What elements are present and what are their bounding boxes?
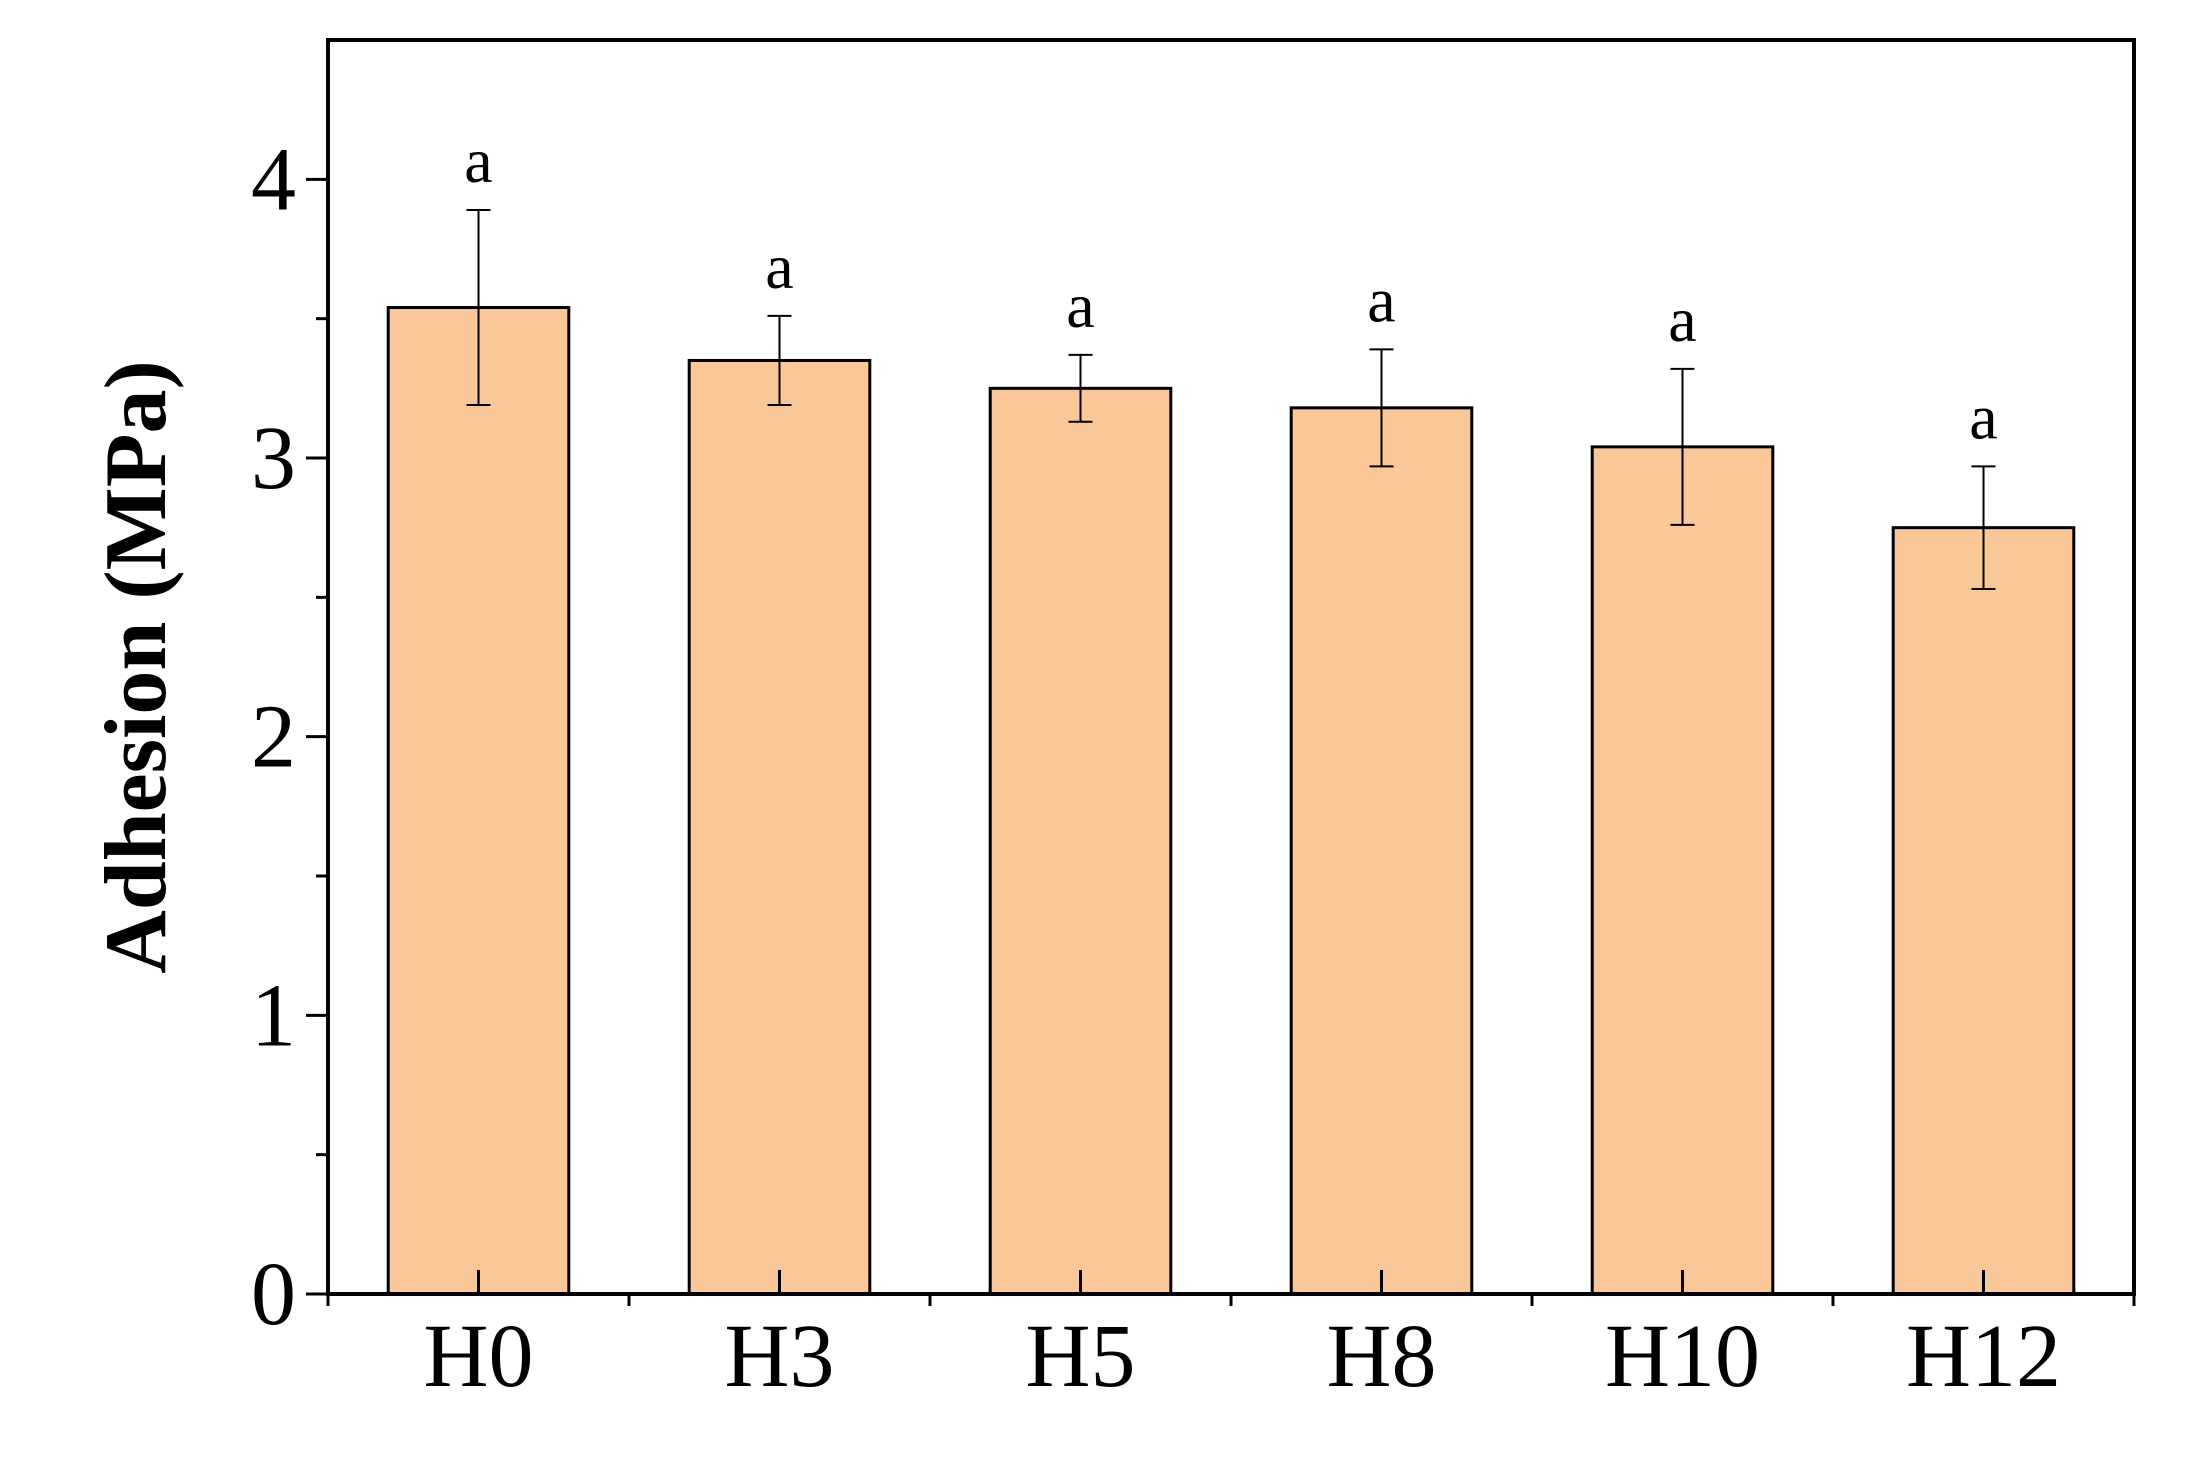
error-bars-layer (466, 208, 1996, 590)
x-tick-label-h8: H8 (1327, 1307, 1437, 1406)
y-axis: 0 1 2 3 4 (251, 130, 328, 1344)
x-tick-label-h0: H0 (424, 1307, 534, 1406)
error-bar-h12 (1971, 465, 1996, 590)
bar-h3 (687, 358, 872, 1296)
y-tick-label-2: 2 (251, 688, 296, 787)
significance-label-h3: a (765, 231, 793, 302)
significance-label-h10: a (1668, 284, 1696, 355)
significance-label-h5: a (1066, 270, 1094, 341)
bar-h8 (1289, 406, 1474, 1296)
error-bar-h0 (466, 208, 491, 407)
y-tick-label-1: 1 (251, 966, 296, 1065)
error-bar-h10 (1670, 367, 1695, 526)
x-tick-label-h10: H10 (1605, 1307, 1760, 1406)
error-bar-h8 (1369, 348, 1394, 468)
x-tick-label-h3: H3 (725, 1307, 835, 1406)
y-tick-label-4: 4 (251, 130, 296, 229)
significance-labels-layer: a a a a a a (464, 125, 1997, 452)
y-tick-label-3: 3 (251, 409, 296, 508)
error-bar-h5 (1068, 353, 1093, 423)
bars-layer (386, 306, 2076, 1296)
bar-h10 (1590, 445, 1775, 1296)
y-tick-label-0: 0 (251, 1245, 296, 1344)
plot-frame (326, 38, 2136, 1296)
significance-label-h12: a (1969, 381, 1997, 452)
significance-label-h8: a (1367, 264, 1395, 335)
x-axis: H0 H3 H5 H8 H10 H12 (326, 1270, 2136, 1406)
significance-label-h0: a (464, 125, 492, 196)
x-tick-label-h5: H5 (1026, 1307, 1136, 1406)
error-bar-h3 (767, 314, 792, 407)
x-tick-label-h12: H12 (1906, 1307, 2061, 1406)
bar-h12 (1891, 526, 2076, 1296)
bar-h0 (386, 306, 571, 1296)
y-axis-title: Adhesion (MPa) (88, 360, 185, 974)
bar-h5 (988, 386, 1173, 1296)
